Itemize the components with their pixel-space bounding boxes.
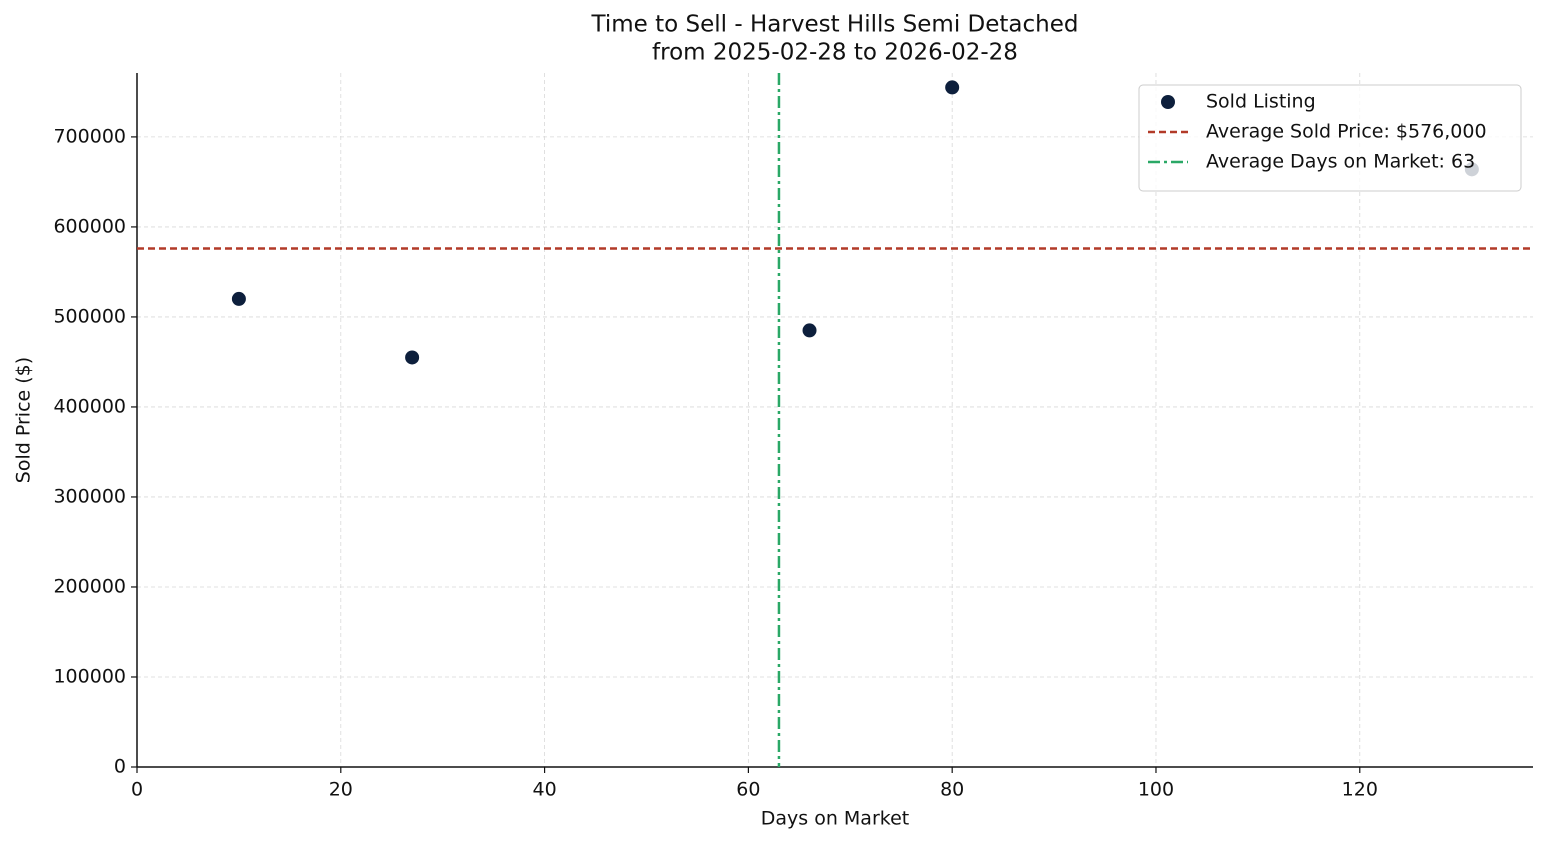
x-tick-label: 100 xyxy=(1138,779,1174,801)
chart-subtitle: from 2025-02-28 to 2026-02-28 xyxy=(652,40,1018,66)
x-tick-label: 20 xyxy=(329,779,353,801)
y-tick-label: 0 xyxy=(114,756,126,778)
y-tick-label: 200000 xyxy=(53,575,126,597)
legend-label: Average Sold Price: $576,000 xyxy=(1206,121,1487,143)
legend-box xyxy=(1138,84,1522,192)
point xyxy=(405,350,420,365)
y-tick-label: 700000 xyxy=(53,125,126,147)
x-axis-label: Days on Market xyxy=(761,808,909,830)
y-tick-label: 100000 xyxy=(53,665,126,687)
chart-title: Time to Sell - Harvest Hills Semi Detach… xyxy=(591,12,1079,38)
x-tick-label: 60 xyxy=(736,779,760,801)
y-tick-label: 400000 xyxy=(53,395,126,417)
point xyxy=(802,323,817,338)
legend-label: Average Days on Market: 63 xyxy=(1206,151,1475,173)
x-tick-label: 80 xyxy=(940,779,964,801)
y-tick-label: 500000 xyxy=(53,305,126,327)
y-tick-label: 300000 xyxy=(53,485,126,507)
y-axis-label: Sold Price ($) xyxy=(13,357,35,483)
point xyxy=(945,80,960,95)
y-tick-label: 600000 xyxy=(53,215,126,237)
x-tick-label: 120 xyxy=(1342,779,1378,801)
point xyxy=(231,291,246,306)
x-tick-label: 40 xyxy=(532,779,556,801)
legend-label: Sold Listing xyxy=(1206,91,1316,113)
legend-marker xyxy=(1161,95,1175,109)
x-tick-label: 0 xyxy=(131,779,143,801)
